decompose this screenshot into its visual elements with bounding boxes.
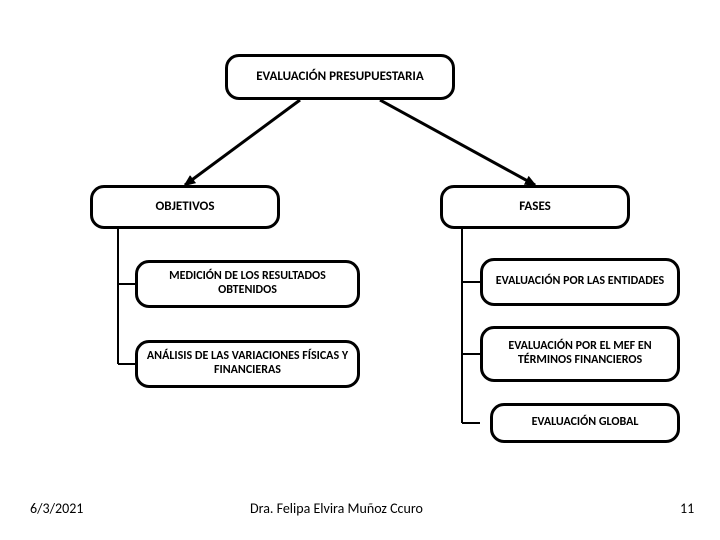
node-label: EVALUACIÓN GLOBAL [532, 416, 639, 430]
node-objetivos-child-2: ANÁLISIS DE LAS VARIACIONES FÍSICAS Y FI… [135, 340, 360, 388]
node-fases-child-1: EVALUACIÓN POR LAS ENTIDADES [480, 258, 680, 306]
node-objetivos: OBJETIVOS [90, 185, 280, 229]
node-label: EVALUACIÓN POR EL MEF EN TÉRMINOS FINANC… [491, 340, 669, 368]
node-label: ANÁLISIS DE LAS VARIACIONES FÍSICAS Y FI… [146, 350, 349, 378]
node-fases: FASES [440, 185, 630, 229]
node-label: MEDICIÓN DE LOS RESULTADOS OBTENIDOS [146, 270, 349, 298]
node-label: EVALUACIÓN POR LAS ENTIDADES [496, 275, 664, 289]
footer-page: 11 [680, 500, 694, 517]
footer-date: 6/3/2021 [30, 500, 83, 517]
node-label: OBJETIVOS [156, 200, 215, 215]
node-label: FASES [519, 200, 551, 215]
footer-author: Dra. Felipa Elvira Muñoz Ccuro [250, 500, 423, 517]
node-objetivos-child-1: MEDICIÓN DE LOS RESULTADOS OBTENIDOS [135, 260, 360, 308]
node-fases-child-2: EVALUACIÓN POR EL MEF EN TÉRMINOS FINANC… [480, 326, 680, 382]
node-root: EVALUACIÓN PRESUPUESTARIA [225, 54, 455, 100]
node-label: EVALUACIÓN PRESUPUESTARIA [256, 70, 424, 85]
node-fases-child-3: EVALUACIÓN GLOBAL [490, 403, 680, 443]
